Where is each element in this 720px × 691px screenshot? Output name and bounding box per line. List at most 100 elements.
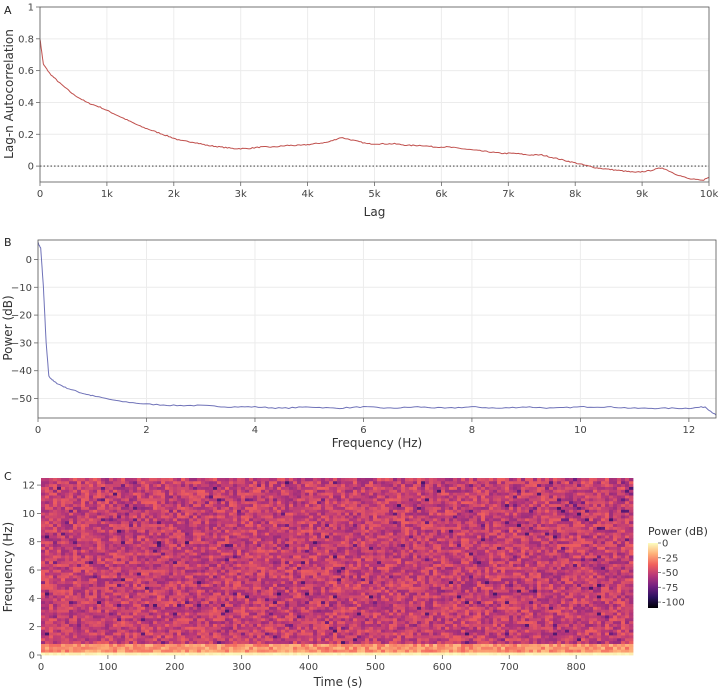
heatmap-cell bbox=[533, 580, 538, 585]
heatmap-cell bbox=[425, 617, 430, 622]
heatmap-cell bbox=[129, 617, 134, 622]
heatmap-cell bbox=[225, 617, 230, 622]
heatmap-cell bbox=[165, 620, 170, 624]
heatmap-cell bbox=[45, 612, 50, 616]
heatmap-cell bbox=[457, 620, 462, 624]
heatmap-cell bbox=[349, 563, 354, 567]
heatmap-cell bbox=[481, 640, 486, 644]
heatmap-cell bbox=[41, 623, 46, 627]
heatmap-cell bbox=[357, 572, 362, 576]
heatmap-cell bbox=[165, 603, 170, 607]
heatmap-cell bbox=[605, 577, 610, 582]
heatmap-cell bbox=[293, 637, 298, 642]
heatmap-cell bbox=[61, 583, 66, 587]
heatmap-cell bbox=[177, 563, 182, 567]
heatmap-cell bbox=[257, 620, 262, 624]
heatmap-cell bbox=[373, 566, 378, 570]
heatmap-cell bbox=[349, 635, 354, 639]
heatmap-cell bbox=[277, 637, 282, 642]
heatmap-cell bbox=[625, 632, 630, 636]
heatmap-cell bbox=[201, 615, 206, 619]
heatmap-cell bbox=[325, 566, 330, 570]
heatmap-cell bbox=[233, 652, 238, 656]
heatmap-cell bbox=[293, 597, 298, 602]
heatmap-cell bbox=[157, 586, 162, 590]
heatmap-cell bbox=[57, 600, 62, 605]
heatmap-cell bbox=[173, 603, 178, 607]
heatmap-cell bbox=[589, 620, 594, 624]
heatmap-cell bbox=[229, 626, 234, 630]
heatmap-cell bbox=[189, 583, 194, 587]
heatmap-cell bbox=[497, 643, 502, 647]
heatmap-cell bbox=[353, 629, 358, 633]
heatmap-cell bbox=[401, 637, 406, 642]
heatmap-cell bbox=[417, 609, 422, 613]
heatmap-cell bbox=[129, 649, 134, 653]
heatmap-cell bbox=[629, 643, 634, 647]
heatmap-cell bbox=[377, 603, 382, 607]
heatmap-cell bbox=[237, 560, 242, 565]
heatmap-cell bbox=[85, 595, 90, 599]
heatmap-cell bbox=[445, 572, 450, 576]
x-tick-label: 0 bbox=[37, 189, 43, 200]
heatmap-cell bbox=[433, 569, 438, 573]
heatmap-cell bbox=[557, 626, 562, 630]
heatmap-cell bbox=[173, 643, 178, 647]
heatmap-cell bbox=[445, 580, 450, 585]
heatmap-cell bbox=[321, 615, 326, 619]
heatmap-cell bbox=[401, 640, 406, 644]
heatmap-cell bbox=[213, 617, 218, 622]
heatmap-cell bbox=[185, 563, 190, 567]
heatmap-cell bbox=[517, 592, 522, 596]
heatmap-cell bbox=[613, 617, 618, 622]
heatmap-cell bbox=[373, 583, 378, 587]
heatmap-cell bbox=[533, 589, 538, 593]
heatmap-cell bbox=[521, 572, 526, 576]
heatmap-cell bbox=[53, 595, 58, 599]
heatmap-cell bbox=[521, 592, 526, 596]
heatmap-cell bbox=[181, 640, 186, 644]
heatmap-cell bbox=[393, 597, 398, 602]
heatmap-cell bbox=[141, 635, 146, 639]
heatmap-cell bbox=[429, 597, 434, 602]
heatmap-cell bbox=[485, 563, 490, 567]
heatmap-cell bbox=[329, 597, 334, 602]
heatmap-cell bbox=[381, 606, 386, 610]
heatmap-cell bbox=[561, 575, 566, 579]
heatmap-cell bbox=[305, 617, 310, 622]
heatmap-cell bbox=[597, 612, 602, 616]
heatmap-cell bbox=[405, 597, 410, 602]
heatmap-cell bbox=[437, 643, 442, 647]
heatmap-cell bbox=[77, 626, 82, 630]
heatmap-cell bbox=[493, 580, 498, 585]
heatmap-cell bbox=[493, 615, 498, 619]
heatmap-cell bbox=[609, 612, 614, 616]
heatmap-cell bbox=[237, 640, 242, 644]
heatmap-cell bbox=[97, 595, 102, 599]
heatmap-cell bbox=[53, 563, 58, 567]
heatmap-cell bbox=[141, 649, 146, 653]
heatmap-cell bbox=[621, 580, 626, 585]
heatmap-cell bbox=[85, 603, 90, 607]
heatmap-cell bbox=[133, 615, 138, 619]
heatmap-cell bbox=[577, 640, 582, 644]
heatmap-cell bbox=[345, 632, 350, 636]
heatmap-cell bbox=[377, 637, 382, 642]
heatmap-cell bbox=[381, 583, 386, 587]
heatmap-cell bbox=[129, 620, 134, 624]
heatmap-cell bbox=[197, 566, 202, 570]
heatmap-cell bbox=[81, 652, 86, 656]
heatmap-cell bbox=[341, 572, 346, 576]
heatmap-cell bbox=[501, 635, 506, 639]
heatmap-cell bbox=[465, 606, 470, 610]
heatmap-cell bbox=[389, 615, 394, 619]
heatmap-cell bbox=[297, 606, 302, 610]
heatmap-cell bbox=[461, 566, 466, 570]
heatmap-cell bbox=[421, 629, 426, 633]
heatmap-cell bbox=[461, 626, 466, 630]
heatmap-cell bbox=[485, 572, 490, 576]
heatmap-cell bbox=[245, 637, 250, 642]
heatmap-cell bbox=[433, 652, 438, 656]
heatmap-cell bbox=[65, 617, 70, 622]
